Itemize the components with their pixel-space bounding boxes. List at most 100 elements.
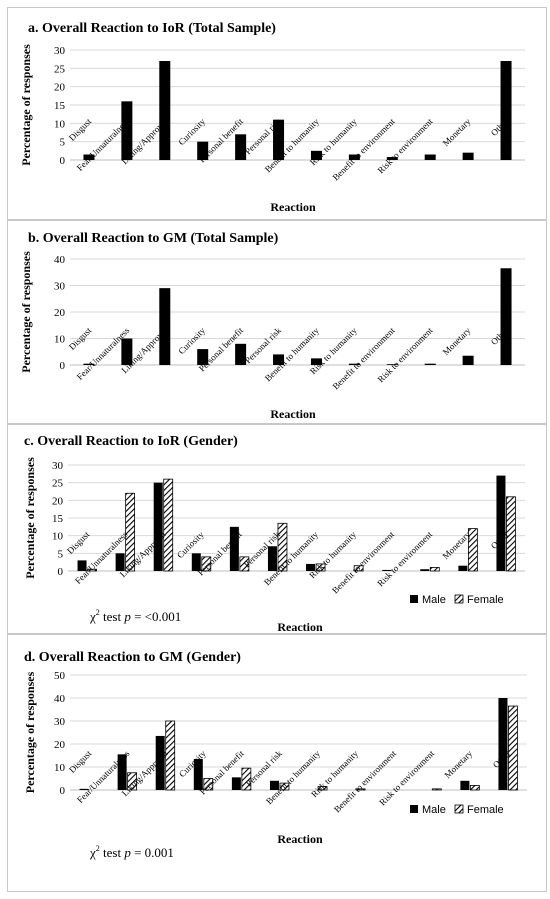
bar-female <box>429 567 440 572</box>
bar-female <box>239 556 250 572</box>
bar-female <box>125 492 136 572</box>
chart-d: d. Overall Reaction to GM (Gender) 0 10 20 3… <box>23 650 527 860</box>
bar-female <box>165 720 176 791</box>
bar-value <box>500 61 512 160</box>
y-tick-label: 25 <box>52 478 64 490</box>
legend-swatch-female <box>454 594 464 604</box>
bar-female <box>506 496 516 572</box>
y-tick-label: 20 <box>54 739 66 751</box>
bar-female <box>241 767 252 791</box>
chart-title: b. Overall Reaction to GM (Total Sample) <box>28 231 279 246</box>
bar-female <box>87 568 97 572</box>
y-tick-label: 30 <box>54 45 66 57</box>
y-tick-label: 30 <box>54 281 66 293</box>
x-axis-label: Reaction <box>277 620 323 634</box>
chart-panel-a: a. Overall Reaction to IoR (Total Sample… <box>7 7 547 220</box>
x-category-label: Monetary <box>441 325 473 357</box>
bar-value <box>159 61 171 160</box>
bar-male <box>267 546 277 571</box>
chart-title: a. Overall Reaction to IoR (Total Sample… <box>28 21 276 36</box>
chi-square-annotation: χ2 test p = 0.001 <box>89 844 174 860</box>
test-label: test <box>100 845 125 860</box>
bar-value <box>386 157 398 160</box>
p-value: = <0.001 <box>131 609 181 624</box>
legend-swatch-male <box>410 595 418 603</box>
bar-female <box>315 563 326 572</box>
bar-female <box>508 705 518 791</box>
bar-value <box>197 349 209 365</box>
bar-male <box>460 780 470 790</box>
y-axis-label: Percentage of responses <box>23 457 37 579</box>
test-label: test <box>100 609 125 624</box>
y-tick-label: 5 <box>60 137 66 149</box>
chart-b: b. Overall Reaction to GM (Total Sample)… <box>19 231 525 421</box>
y-tick-label: 0 <box>60 785 66 797</box>
bar-value <box>121 101 133 160</box>
bar-value <box>500 268 512 365</box>
bar-male <box>498 698 508 790</box>
x-category-label: Benefit to environment <box>331 116 397 182</box>
bar-value <box>348 154 360 160</box>
bar-female <box>317 786 328 791</box>
chart-c: c. Overall Reaction to IoR (Gender) 0 5 10 1… <box>23 434 525 634</box>
bar-female <box>431 788 442 791</box>
y-tick-label: 0 <box>60 360 66 372</box>
bar-female <box>203 778 214 791</box>
bar-value <box>121 338 133 365</box>
bar-value <box>235 343 247 365</box>
chi-symbol: χ <box>89 609 96 624</box>
bar-value <box>235 134 247 160</box>
bar-female <box>353 565 364 572</box>
y-tick-label: 15 <box>52 513 64 525</box>
bar-male <box>458 565 468 571</box>
bar-male <box>193 758 203 790</box>
legend-label-male: Male <box>422 804 446 816</box>
bar-male <box>231 777 241 790</box>
bar-male <box>191 553 201 571</box>
y-tick-label: 40 <box>54 254 66 266</box>
y-tick-label: 25 <box>54 63 66 75</box>
y-tick-label: 30 <box>52 460 64 472</box>
legend-swatch-male <box>410 805 418 813</box>
y-tick-label: 0 <box>58 566 64 578</box>
bar-male <box>77 560 87 571</box>
chart-title: d. Overall Reaction to GM (Gender) <box>24 650 241 665</box>
y-tick-label: 20 <box>54 82 66 94</box>
bar-male <box>269 780 279 790</box>
chart-panel-b: b. Overall Reaction to GM (Total Sample)… <box>7 220 547 424</box>
x-category-label: Monetary <box>440 529 472 561</box>
bar-male <box>155 735 165 790</box>
bar-female <box>469 784 480 791</box>
y-tick-label: 50 <box>54 670 66 682</box>
p-value: = 0.001 <box>131 845 174 860</box>
y-axis-label: Percentage of responses <box>19 251 33 373</box>
y-tick-label: 10 <box>52 531 64 543</box>
y-tick-label: 5 <box>58 548 64 560</box>
bar-male <box>382 569 392 571</box>
x-category-label: Curiosity <box>177 748 208 779</box>
chart-panel-c: c. Overall Reaction to IoR (Gender) 0 5 10 1… <box>7 424 547 634</box>
chi-superscript: 2 <box>96 844 100 853</box>
legend-label-male: Male <box>422 594 446 606</box>
bar-female <box>279 782 290 791</box>
bar-male <box>229 526 239 571</box>
bar-value <box>348 363 360 365</box>
x-category-label: Benefit to environment <box>331 325 397 391</box>
y-tick-label: 10 <box>54 118 66 130</box>
bar-value <box>273 354 285 365</box>
legend-label-female: Female <box>467 804 504 816</box>
p-symbol: p <box>123 609 131 624</box>
legend-label-female: Female <box>467 594 504 606</box>
x-category-label: Disgust <box>65 529 92 556</box>
y-tick-label: 40 <box>54 693 66 705</box>
x-category-label: Curiosity <box>175 529 206 560</box>
chart-title: c. Overall Reaction to IoR (Gender) <box>24 434 238 449</box>
x-category-label: Disgust <box>67 748 94 775</box>
bar-value <box>462 355 474 365</box>
bar-male <box>117 754 127 790</box>
bar-value <box>386 364 398 365</box>
bar-male <box>115 553 125 571</box>
bar-value <box>83 154 95 160</box>
y-tick-label: 20 <box>52 495 64 507</box>
legend-swatch-female <box>454 804 464 814</box>
